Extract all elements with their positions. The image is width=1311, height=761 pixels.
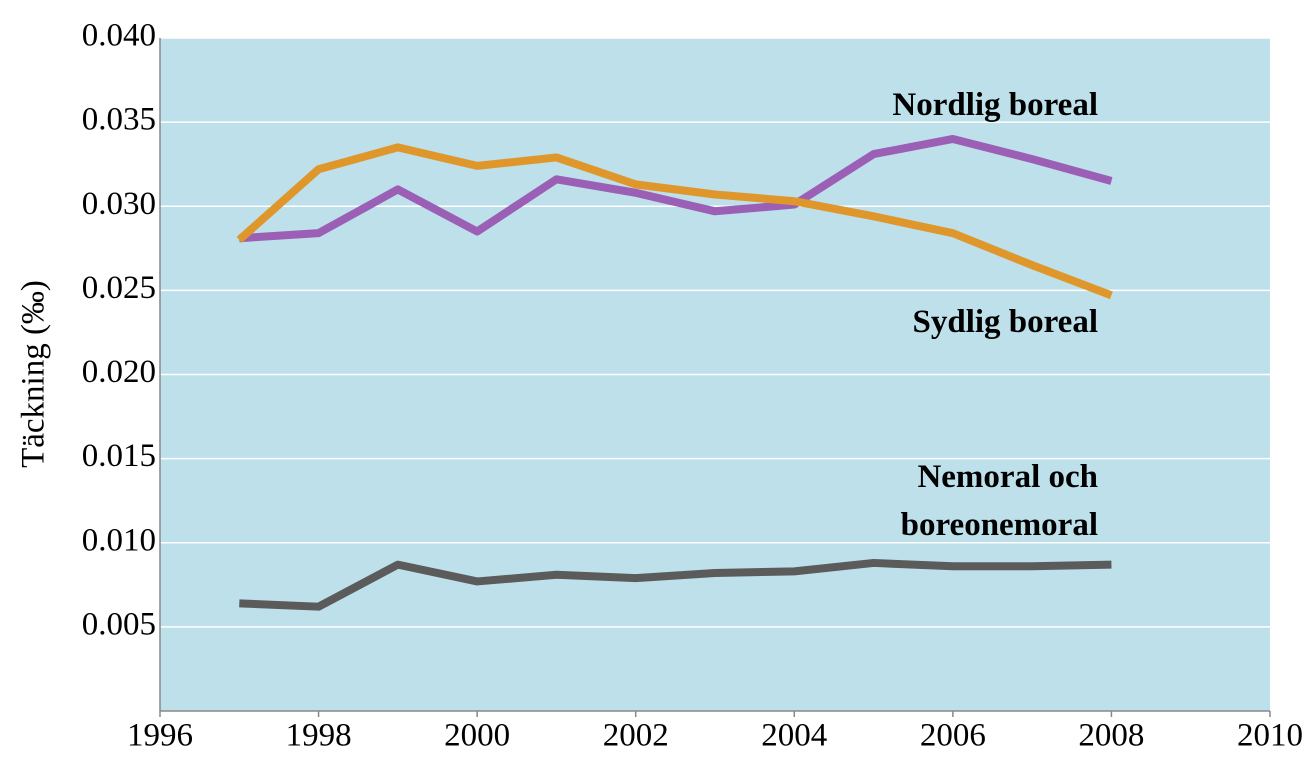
- x-tick-label: 1996: [127, 718, 193, 754]
- y-axis-label: Täckning (‰): [16, 280, 52, 468]
- series-label: Nemoral och boreonemoral: [900, 459, 1098, 543]
- y-tick-label: 0.020: [82, 354, 156, 390]
- x-tick-label: 2004: [761, 718, 827, 754]
- series-label: Sydlig boreal: [912, 304, 1098, 340]
- y-tick-label: 0.040: [82, 18, 156, 54]
- series-line: [236, 143, 1113, 300]
- y-tick-label: 0.015: [82, 438, 156, 474]
- y-tick-label: 0.035: [82, 102, 156, 138]
- x-tick-label: 2000: [444, 718, 510, 754]
- series-line: [239, 134, 1113, 243]
- x-tick-label: 2002: [603, 718, 669, 754]
- x-tick-label: 2010: [1237, 718, 1303, 754]
- series-label: Nordlig boreal: [892, 87, 1098, 123]
- x-tick-label: 1998: [286, 718, 352, 754]
- x-tick-label: 2008: [1078, 718, 1144, 754]
- y-tick-label: 0.030: [82, 186, 156, 222]
- y-tick-label: 0.005: [82, 606, 156, 642]
- x-tick-label: 2006: [920, 718, 986, 754]
- y-tick-label: 0.025: [82, 270, 156, 306]
- y-tick-label: 0.010: [82, 522, 156, 558]
- series-line: [239, 558, 1112, 611]
